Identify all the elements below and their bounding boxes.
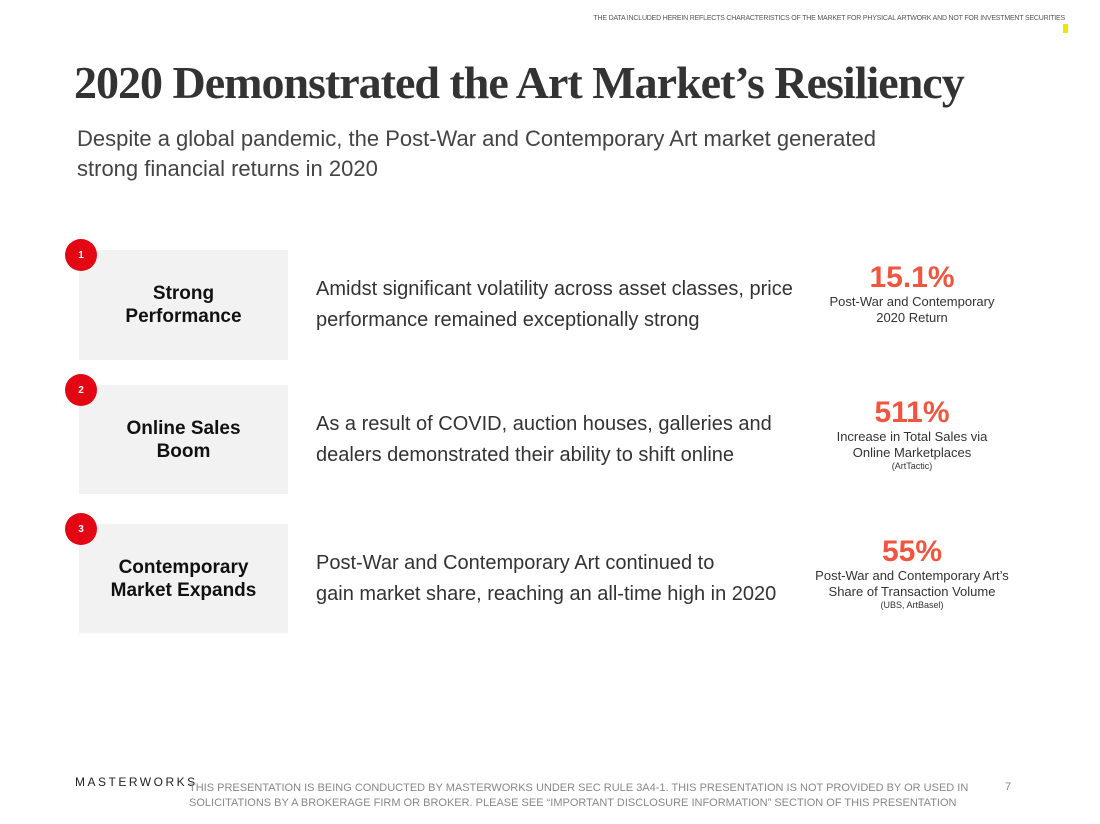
page-number: 7	[1005, 781, 1012, 793]
row-label-line: Contemporary	[118, 556, 249, 578]
subtitle-line: strong financial returns in 2020	[77, 156, 378, 181]
stat-source: (ArtTactic)	[891, 461, 933, 471]
stat-label: Post-War and Contemporary Art’s	[815, 568, 1009, 583]
description-line: Post-War and Contemporary Art continued …	[316, 552, 715, 574]
disclaimer: THE DATA INCLUDED HEREIN REFLECTS CHARAC…	[593, 15, 1065, 22]
marker	[1063, 24, 1068, 33]
row-description: As a result of COVID, auction houses, ga…	[316, 409, 772, 471]
description-line: Amidst significant volatility across ass…	[316, 278, 793, 300]
row-number: 3	[65, 513, 97, 545]
title: 2020 Demonstrated the Art Market’s Resil…	[74, 57, 965, 108]
subtitle-line: Despite a global pandemic, the Post-War …	[77, 126, 876, 151]
description-line: performance remained exceptionally stron…	[316, 309, 700, 331]
stat-label: Increase in Total Sales via	[836, 429, 988, 444]
row-label: Online Sales Boom	[79, 385, 288, 494]
stat-label: Online Marketplaces	[852, 445, 972, 460]
row-label: Strong Performance	[79, 250, 288, 360]
stat-value: 55%	[881, 535, 943, 568]
stat-value: 15.1%	[869, 261, 955, 294]
stat-source: (UBS, ArtBasel)	[880, 600, 944, 610]
stat-value: 511%	[874, 396, 950, 429]
stat-label: Share of Transaction Volume	[828, 584, 996, 599]
row-label-line: Boom	[156, 440, 211, 462]
footer-text: THIS PRESENTATION IS BEING CONDUCTED BY …	[189, 782, 969, 809]
subtitle: Despite a global pandemic, the Post-War …	[77, 124, 876, 184]
description-line: dealers demonstrated their ability to sh…	[316, 444, 735, 466]
row-description: Post-War and Contemporary Art continued …	[316, 548, 776, 610]
row-label: Contemporary Market Expands	[79, 524, 288, 633]
row-label-line: Performance	[125, 306, 242, 327]
description-line: As a result of COVID, auction houses, ga…	[316, 413, 772, 435]
logo: MASTERWORKS	[75, 775, 198, 789]
stat-label: 2020 Return	[876, 310, 948, 325]
row-label-line: Online Sales	[126, 417, 241, 439]
row-stat: 511% Increase in Total Sales via Online Ma…	[782, 396, 1042, 472]
description-line: gain market share, reaching an all-time …	[316, 583, 777, 605]
row-stat: 55% Post-War and Contemporary Art’s Share …	[782, 535, 1042, 611]
row-label-line: Strong	[152, 283, 215, 304]
stat-label: Post-War and Contemporary	[829, 294, 995, 309]
row-number: 1	[65, 239, 97, 271]
row-stat: 15.1% Post-War and Contemporary 2020 Retur…	[782, 262, 1042, 326]
row-number: 2	[65, 374, 97, 406]
row-label-line: Market Expands	[110, 579, 257, 601]
row-description: Amidst significant volatility across ass…	[316, 274, 793, 336]
